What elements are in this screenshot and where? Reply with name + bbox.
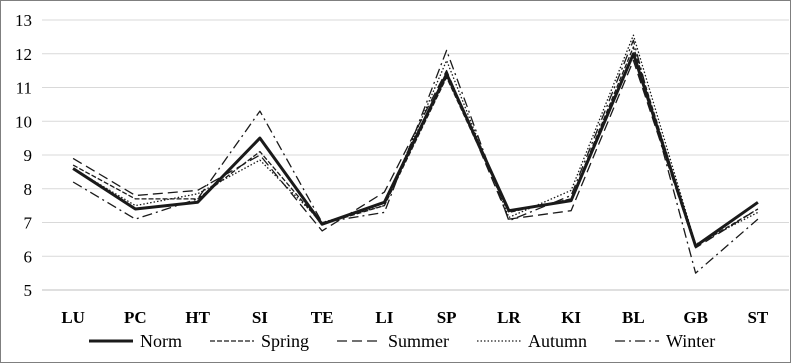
series-summer [72, 59, 759, 249]
x-tick-label: SI [252, 308, 268, 327]
legend-item-norm: Norm [89, 331, 182, 351]
legend-label: Autumn [528, 331, 587, 351]
y-tick-label: 5 [24, 281, 33, 300]
legend-label: Norm [140, 331, 182, 351]
y-tick-label: 8 [24, 180, 33, 199]
series-line-autumn [72, 34, 759, 246]
y-tick-labels: 5 6 7 8 9 10 11 12 13 [15, 11, 33, 300]
y-tick-label: 10 [15, 112, 32, 131]
x-tick-label: LI [375, 308, 393, 327]
legend-label: Spring [261, 331, 309, 351]
x-tick-label: SP [437, 308, 457, 327]
x-tick-label: LU [61, 308, 85, 327]
y-tick-label: 13 [15, 11, 32, 30]
x-tick-label: ST [747, 308, 768, 327]
series-line-winter [72, 39, 759, 274]
legend-item-summer: Summer [337, 331, 449, 351]
series-autumn [72, 34, 759, 246]
legend-label: Winter [666, 331, 715, 351]
legend-item-autumn: Autumn [477, 331, 587, 351]
y-tick-label: 12 [15, 45, 32, 64]
y-tick-label: 6 [24, 247, 33, 266]
series-spring [72, 46, 759, 247]
x-tick-label: PC [124, 308, 147, 327]
y-tick-label: 11 [16, 79, 32, 98]
series-norm [72, 52, 759, 248]
x-tick-label: LR [497, 308, 521, 327]
x-tick-label: HT [185, 308, 210, 327]
x-tick-label: GB [683, 308, 708, 327]
x-tick-label: BL [622, 308, 645, 327]
series-winter [72, 39, 759, 274]
legend-label: Summer [388, 331, 449, 351]
x-tick-label: KI [561, 308, 581, 327]
y-tick-label: 9 [24, 146, 33, 165]
series-line-summer [72, 59, 759, 249]
series-lines [72, 34, 759, 274]
y-gridlines [42, 19, 789, 257]
series-line-spring [72, 46, 759, 247]
y-tick-label: 7 [24, 214, 33, 233]
x-tick-labels: LU PC HT SI TE LI SP LR KI BL GB ST [61, 308, 769, 327]
legend: Norm Spring Summer Autumn Winter [89, 331, 715, 351]
x-tick-label: TE [311, 308, 334, 327]
legend-item-winter: Winter [615, 331, 715, 351]
legend-item-spring: Spring [210, 331, 309, 351]
series-line-norm [72, 52, 759, 248]
